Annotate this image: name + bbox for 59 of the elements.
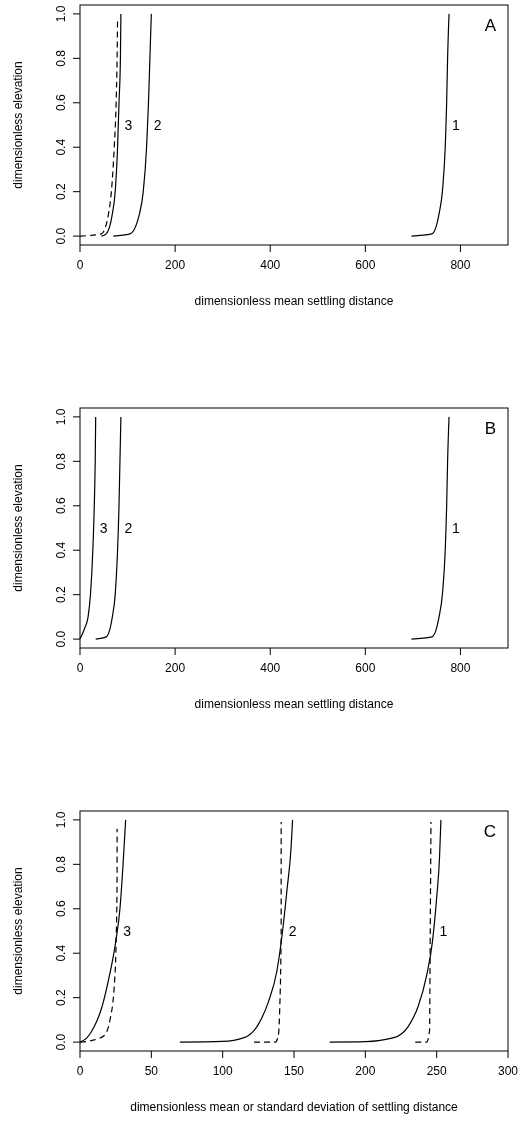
x-tick-label: 200 <box>165 661 186 675</box>
y-tick-label: 0.8 <box>54 452 68 470</box>
x-tick-label: 150 <box>283 1064 305 1078</box>
x-tick-label: 250 <box>426 1064 447 1078</box>
x-tick-label: 200 <box>165 258 186 272</box>
x-tick-label: 0 <box>76 661 84 675</box>
line-series <box>329 819 442 1043</box>
x-tick-label: 800 <box>450 258 471 272</box>
y-tick-label: 0.6 <box>54 497 68 515</box>
y-axis-title: dimensionless elevation <box>11 61 25 189</box>
y-axis-title: dimensionless elevation <box>11 464 25 592</box>
x-tick-label: 200 <box>355 1064 376 1078</box>
y-axis-title: dimensionless elevation <box>11 867 25 995</box>
series-label: 1 <box>452 519 461 536</box>
x-tick-label: 400 <box>260 661 281 675</box>
y-tick-label: 0.0 <box>54 227 68 245</box>
x-axis-title: dimensionless mean or standard deviation of settling distance <box>130 1100 459 1114</box>
x-tick-label: 100 <box>212 1064 233 1078</box>
annotation: A <box>484 16 497 35</box>
y-tick-label: 0.4 <box>54 944 68 962</box>
x-axis-title: dimensionless mean settling distance <box>194 697 394 711</box>
line-series <box>95 416 122 640</box>
x-tick-label: 0 <box>76 1064 84 1078</box>
x-tick-label: 0 <box>76 258 84 272</box>
x-tick-label: 600 <box>355 258 376 272</box>
series-label: 2 <box>124 519 133 536</box>
y-tick-label: 0.0 <box>54 1033 68 1051</box>
x-tick-label: 800 <box>450 661 471 675</box>
x-tick-label: 600 <box>355 661 376 675</box>
series-label: 3 <box>99 519 108 536</box>
y-tick-label: 0.6 <box>54 900 68 918</box>
x-tick-label: 400 <box>260 258 281 272</box>
y-tick-label: 1.0 <box>54 408 68 426</box>
line-series <box>410 13 450 237</box>
series-label: 3 <box>124 116 133 133</box>
y-tick-label: 0.2 <box>54 989 68 1007</box>
y-tick-label: 0.2 <box>54 586 68 604</box>
y-tick-label: 1.0 <box>54 5 68 23</box>
x-tick-label: 50 <box>144 1064 159 1078</box>
annotation: C <box>483 822 496 841</box>
y-tick-label: 0.4 <box>54 541 68 559</box>
y-tick-label: 0.8 <box>54 49 68 67</box>
y-tick-label: 0.6 <box>54 94 68 112</box>
y-tick-label: 0.0 <box>54 630 68 648</box>
line-series <box>179 819 294 1043</box>
x-axis-title: dimensionless mean settling distance <box>194 294 394 308</box>
series-label: 2 <box>288 922 297 939</box>
series-label: 1 <box>439 922 448 939</box>
series-label: 2 <box>153 116 162 133</box>
annotation: B <box>484 419 496 438</box>
y-tick-label: 0.8 <box>54 855 68 873</box>
x-tick-label: 300 <box>497 1064 519 1078</box>
y-tick-label: 0.2 <box>54 183 68 201</box>
line-series <box>410 416 450 640</box>
line-series <box>112 13 152 237</box>
y-tick-label: 1.0 <box>54 811 68 829</box>
series-label: 1 <box>452 116 461 133</box>
y-tick-label: 0.4 <box>54 138 68 156</box>
series-label: 3 <box>123 922 132 939</box>
